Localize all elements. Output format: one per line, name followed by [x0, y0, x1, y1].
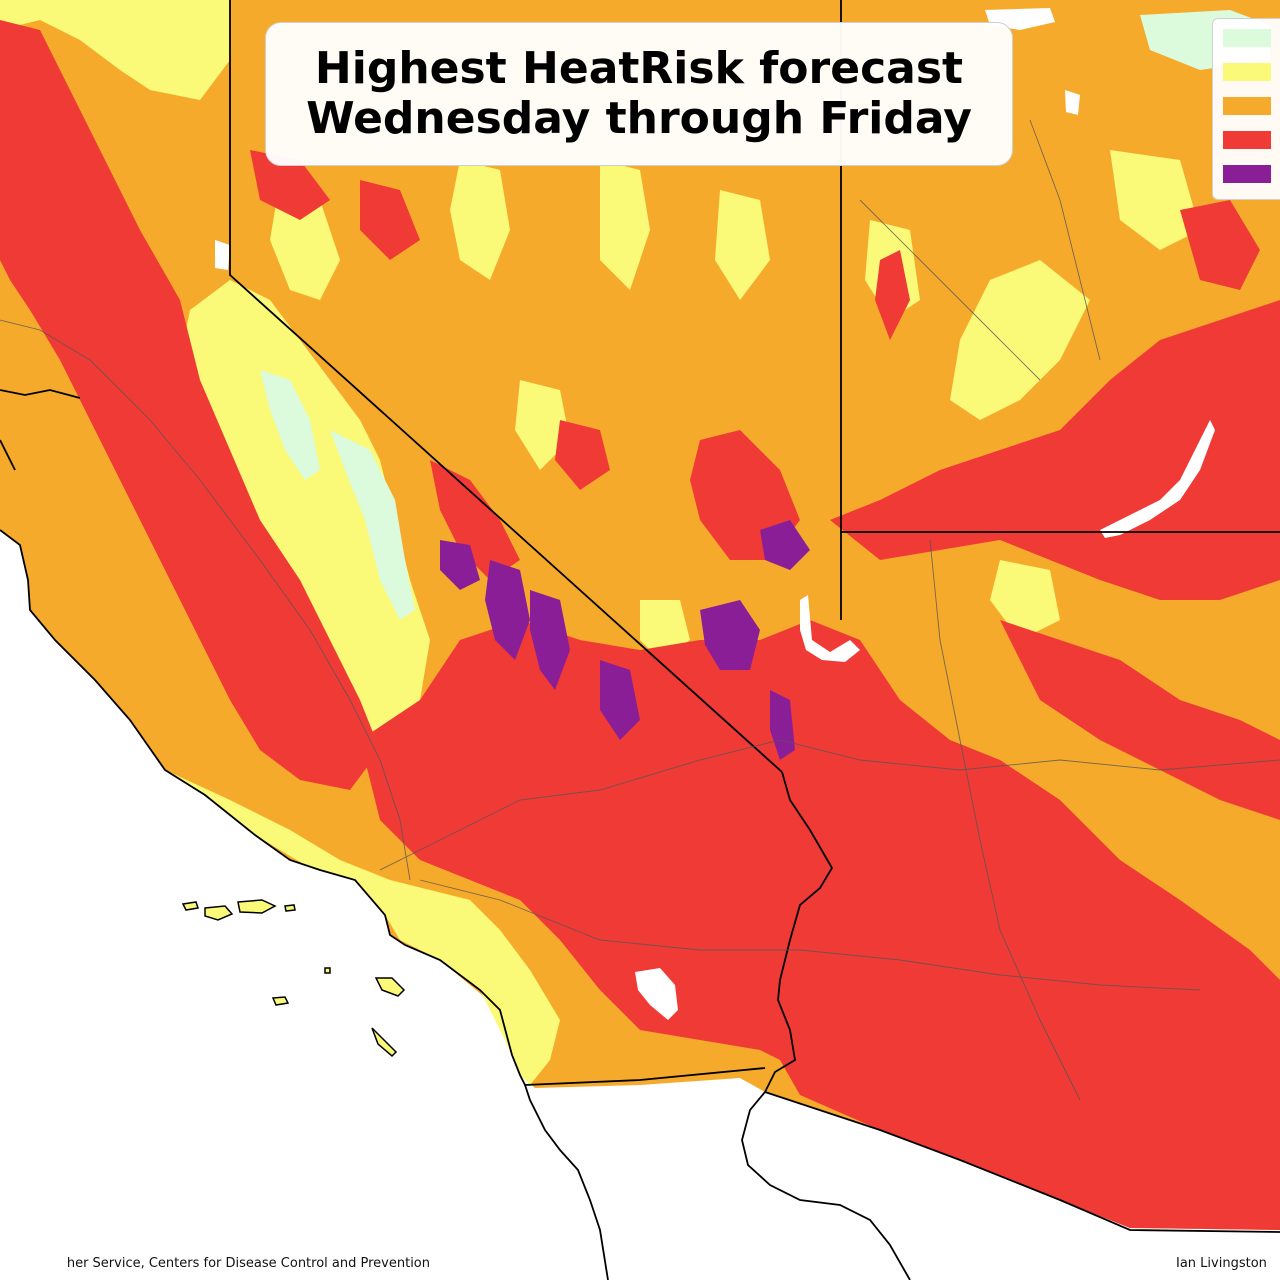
legend-swatch-moderate	[1223, 97, 1271, 115]
legend-item-moderate	[1223, 97, 1271, 115]
water-bodies	[215, 8, 1215, 1020]
major-risk-areas	[0, 20, 1280, 1230]
title-line-2: Wednesday through Friday	[306, 93, 972, 144]
source-credit: her Service, Centers for Disease Control…	[0, 1256, 430, 1272]
legend-swatch-major	[1223, 131, 1271, 149]
extreme-risk-areas	[440, 520, 810, 760]
legend-item-extreme	[1223, 165, 1271, 183]
highways	[0, 119, 1280, 1101]
author-credit: Ian Livingston	[1176, 1256, 1267, 1271]
legend-item-little	[1223, 29, 1271, 47]
minor-risk-areas	[0, 0, 1200, 1085]
legend-swatch-little	[1223, 29, 1271, 47]
coastline	[0, 389, 911, 1280]
title-box: Highest HeatRisk forecast Wednesday thro…	[265, 22, 1013, 166]
channel-islands	[181, 899, 406, 1058]
legend-swatch-minor	[1223, 63, 1271, 81]
title-line-1: Highest HeatRisk forecast	[314, 43, 964, 94]
legend-item-minor	[1223, 63, 1271, 81]
legend-item-major	[1223, 131, 1271, 149]
legend	[1212, 18, 1280, 200]
legend-swatch-extreme	[1223, 165, 1271, 183]
source-credit-text: her Service, Centers for Disease Control…	[66, 1256, 430, 1271]
